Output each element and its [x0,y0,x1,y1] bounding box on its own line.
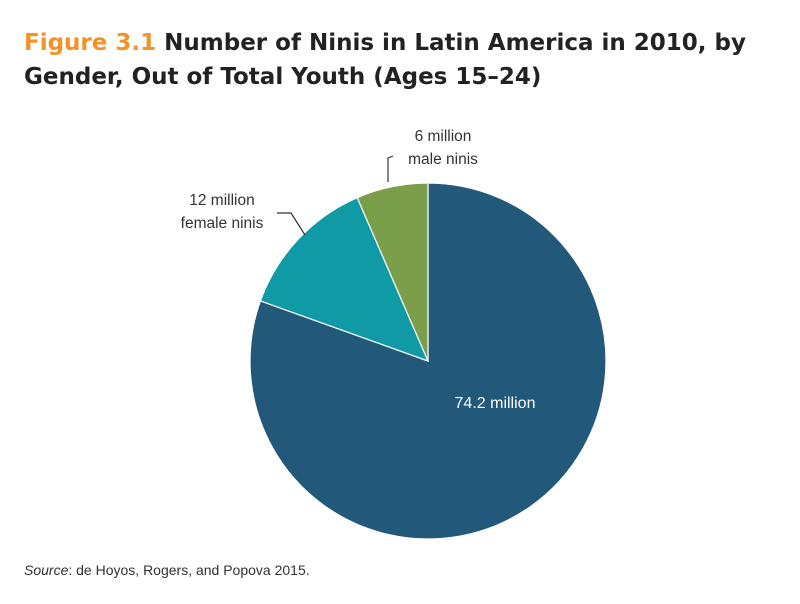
source-prefix: Source [24,562,69,578]
female-leader-line [277,212,306,236]
slice-label-male: 6 million male ninis [387,128,478,182]
slice-female-ninis [259,196,430,363]
male-label-line2: male ninis [408,151,478,168]
figure-label: Figure 3.1 [24,30,157,56]
male-leader-line [387,155,394,182]
pie-chart: 74.2 million 12 million female ninis 6 m… [181,128,607,540]
figure-title: Number of Ninis in Latin America in 2010… [24,30,746,90]
slice-male-ninis [356,182,429,362]
source-text: : de Hoyos, Rogers, and Popova 2015. [68,562,310,578]
chart-title: Figure 3.1 Number of Ninis in Latin Amer… [24,26,774,94]
male-label-line1: 6 million [415,128,472,145]
female-label-line1: 12 million [189,192,254,209]
pie-slices [249,182,607,540]
slice-label-total: 74.2 million [455,395,536,412]
slice-label-female: 12 million female ninis [181,192,306,236]
female-label-line2: female ninis [181,215,264,232]
source-note: Source: de Hoyos, Rogers, and Popova 201… [24,562,310,578]
